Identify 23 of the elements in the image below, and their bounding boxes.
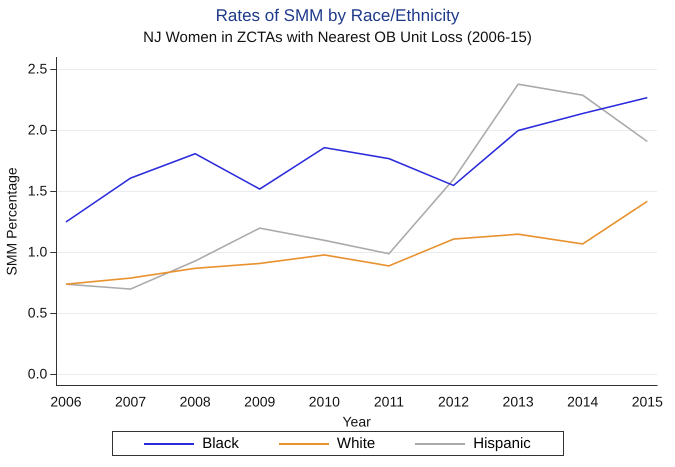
y-tick-label: 0.0 <box>28 365 48 382</box>
chart-title: Rates of SMM by Race/Ethnicity <box>214 6 460 26</box>
x-tick-label: 2011 <box>374 394 404 410</box>
legend-label: White <box>336 435 376 452</box>
legend-label: Hispanic <box>473 435 531 452</box>
x-tick-label: 2008 <box>180 394 211 410</box>
y-tick-label: 2.0 <box>28 121 48 138</box>
x-axis-title: Year <box>342 413 372 430</box>
chart-subtitle: NJ Women in ZCTAs with Nearest OB Unit Loss (2006-15) <box>142 29 533 46</box>
y-tick-label: 1.5 <box>28 182 48 198</box>
x-tick-label: 2013 <box>502 394 534 410</box>
y-tick-label: 0.5 <box>28 304 48 320</box>
x-tick-label: 2014 <box>567 394 598 410</box>
y-tick-label: 2.5 <box>28 60 48 76</box>
x-tick-label: 2007 <box>114 394 146 410</box>
y-tick-label: 1.0 <box>28 243 48 260</box>
legend-label: Black <box>202 435 239 452</box>
x-tick-label: 2012 <box>438 394 470 410</box>
x-tick-label: 2006 <box>50 394 82 410</box>
y-axis-title: SMM Percentage <box>3 167 20 276</box>
x-tick-label: 2009 <box>244 394 276 410</box>
x-tick-label: 2015 <box>632 394 664 410</box>
x-tick-label: 2010 <box>308 394 340 410</box>
